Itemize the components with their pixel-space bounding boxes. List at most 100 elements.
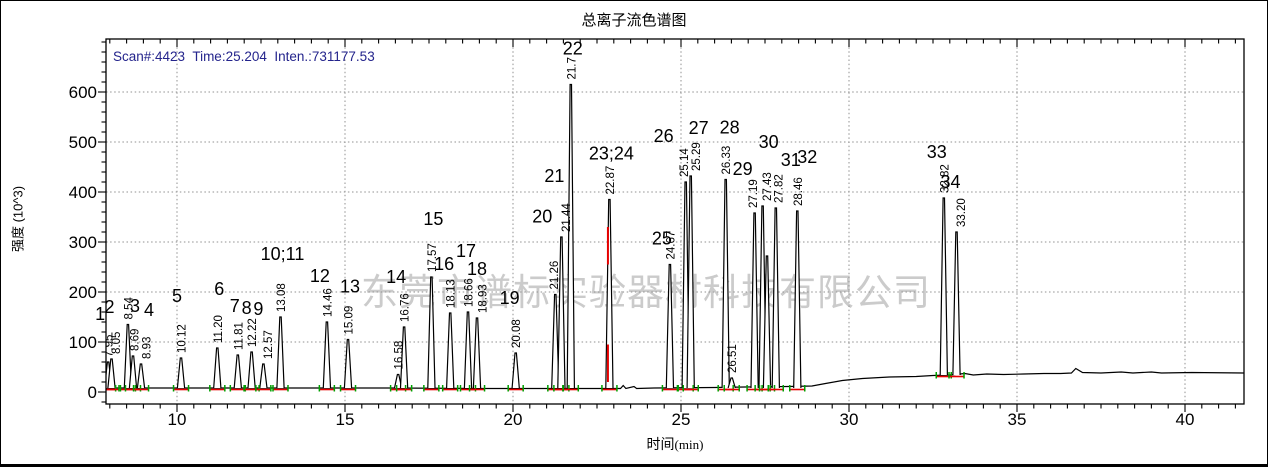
peak — [247, 351, 256, 389]
peak-number-label: 27 — [689, 118, 709, 138]
peak-time-labels: 7.958.058.54 8.69 8.93 10.12 11.20 11.81 12.22… — [104, 57, 968, 373]
plot-frame — [105, 38, 1245, 405]
peak-number-label: 6 — [214, 279, 224, 299]
peak — [472, 317, 482, 389]
x-tick-label: 25 — [672, 410, 691, 429]
peak — [771, 207, 780, 389]
peak — [551, 293, 560, 389]
y-tick-label: 500 — [69, 133, 97, 152]
gridlines — [106, 39, 1244, 404]
peak-time-label: 18.13 — [446, 279, 458, 308]
peak-number-label: 4 — [144, 300, 154, 320]
peak-time-label: 20.08 — [511, 319, 523, 348]
peak-time-label: 27.82 — [773, 174, 785, 203]
peak — [939, 197, 948, 376]
peak — [793, 210, 802, 389]
peak-number-label: 32 — [797, 147, 817, 167]
peak-time-label: 26.51 — [727, 344, 739, 373]
peak-number-label: 3 — [130, 296, 140, 316]
peak — [605, 198, 614, 389]
peak-time-label: 8.93 — [142, 337, 154, 359]
peak-time-label: 17.57 — [427, 243, 439, 272]
peak — [427, 276, 436, 389]
y-tick-label: 400 — [69, 183, 97, 202]
peak-time-label: 7.95 — [104, 335, 116, 357]
peak — [322, 321, 332, 389]
peak-time-label: 12.22 — [247, 318, 259, 347]
peak-time-label: 16.58 — [394, 341, 406, 370]
peak — [123, 323, 133, 389]
chart-title: 总离子流色谱图 — [581, 12, 687, 29]
peak-number-label: 28 — [720, 118, 740, 138]
peaks — [106, 83, 961, 389]
peak — [750, 212, 759, 389]
peak-time-label: 22.87 — [605, 166, 617, 195]
peak-time-label: 14.46 — [322, 288, 334, 317]
x-axis-title-unit: (min) — [674, 437, 704, 452]
peak — [665, 263, 675, 389]
y-tick-label: 200 — [69, 283, 97, 302]
x-tick-label: 35 — [1008, 410, 1027, 429]
x-tick-label: 30 — [840, 410, 859, 429]
peak-time-label: 26.33 — [721, 146, 733, 175]
peak — [952, 231, 961, 376]
peak-number-label: 31 — [781, 150, 801, 170]
peak — [128, 355, 138, 389]
peak — [463, 311, 473, 389]
peak-number-label: 10;11 — [261, 244, 305, 264]
peak — [557, 236, 566, 389]
peak-number-label: 14 — [386, 267, 406, 287]
peak-time-label: 21.44 — [561, 203, 573, 232]
peak — [276, 316, 285, 389]
x-axis-title-text: 时间 — [646, 436, 675, 452]
y-axis-title: 强度 (10^3) — [10, 185, 26, 253]
peak — [721, 178, 730, 389]
peak-number-label: 16 — [434, 254, 454, 274]
peak-number-label: 29 — [733, 159, 753, 179]
peak-number-label: 18 — [467, 259, 487, 279]
peak-number-label: 21 — [544, 166, 564, 186]
x-tick-label: 15 — [336, 410, 355, 429]
y-tick-label: 0 — [88, 383, 97, 402]
peak — [446, 312, 455, 389]
peak-time-label: 25.14 — [679, 148, 691, 177]
peak-number-label: 25 — [652, 229, 672, 249]
peak-number-label: 2 — [104, 297, 114, 317]
peak-time-label: 15.09 — [344, 306, 356, 335]
peak-time-label: 8.05 — [111, 332, 123, 354]
peak-number-label: 1 — [95, 304, 105, 324]
peak-number-label: 7 — [230, 296, 240, 316]
peak-number-label: 12 — [310, 266, 330, 286]
peak-number-label: 17 — [456, 241, 476, 261]
x-tick-label: 20 — [504, 410, 523, 429]
peak-time-label: 13.08 — [276, 283, 288, 312]
scan-info: Scan#:4423 Time:25.204 Inten.:731177.53 — [113, 49, 375, 64]
peak-time-label: 18.93 — [478, 284, 490, 313]
peak-number-label: 19 — [500, 288, 520, 308]
peak-number-label: 15 — [423, 209, 443, 229]
peak-number-label: 13 — [340, 277, 360, 297]
peak-number-label: 30 — [759, 132, 779, 152]
peak — [107, 358, 116, 389]
peak-time-label: 32.82 — [939, 164, 951, 193]
peak-time-label: 8.69 — [130, 329, 142, 351]
peak — [259, 363, 268, 389]
x-axis-title: 时间(min) — [647, 434, 704, 454]
peak-number-label: 34 — [940, 172, 960, 192]
peak-time-label: 12.57 — [263, 330, 275, 359]
peak-time-label: 21.7 — [566, 57, 578, 79]
peak — [176, 357, 186, 389]
peak-time-label: 11.20 — [213, 315, 225, 343]
peak — [233, 354, 242, 389]
peak-time-label: 11.81 — [233, 322, 245, 350]
y-tick-label: 100 — [69, 333, 97, 352]
peak — [762, 255, 772, 389]
peak-number-label: 8 — [242, 298, 252, 318]
peak-time-label: 16.76 — [400, 293, 412, 322]
peak — [213, 347, 222, 389]
peak-time-label: 21.26 — [549, 261, 561, 290]
